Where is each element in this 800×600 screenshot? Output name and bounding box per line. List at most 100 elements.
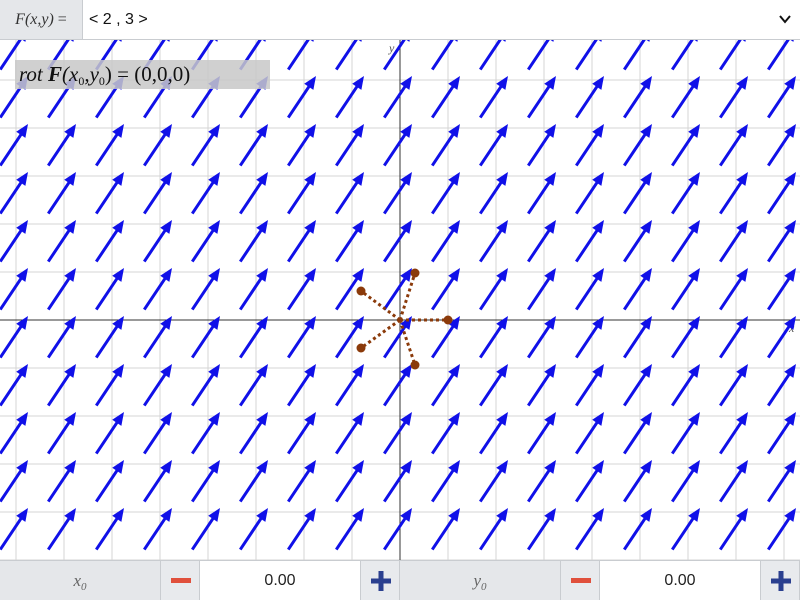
field-arrow: [431, 220, 460, 263]
y0-increment-button[interactable]: [760, 561, 800, 600]
field-arrow: [527, 316, 556, 359]
field-arrow: [431, 508, 460, 551]
probe-point[interactable]: [356, 286, 366, 296]
field-arrow: [767, 364, 796, 407]
field-arrow: [0, 364, 28, 407]
field-arrow: [623, 364, 652, 407]
probe-point[interactable]: [443, 315, 453, 325]
field-arrow: [623, 508, 652, 551]
field-arrow: [527, 76, 556, 119]
x0-increment-button[interactable]: [360, 561, 400, 600]
field-arrow: [719, 172, 748, 215]
field-arrow: [575, 172, 604, 215]
y-axis-label: y: [388, 41, 395, 55]
field-arrow: [287, 460, 316, 503]
field-arrow: [191, 460, 220, 503]
field-arrow: [431, 412, 460, 455]
field-arrow: [287, 220, 316, 263]
field-arrow: [623, 124, 652, 167]
field-arrow: [95, 172, 124, 215]
field-arrow: [383, 508, 412, 551]
field-arrow: [335, 172, 364, 215]
field-arrow: [47, 172, 76, 215]
field-arrow: [287, 412, 316, 455]
point-y-sub: 0: [98, 74, 105, 88]
curl-result: ) = (0,0,0): [104, 62, 191, 86]
field-arrow: [287, 76, 316, 119]
field-arrow: [431, 76, 460, 119]
field-arrow: [47, 412, 76, 455]
field-arrow: [47, 268, 76, 311]
curl-readout: rot F(x0,y0) = (0,0,0): [15, 60, 270, 89]
field-arrow: [383, 124, 412, 167]
field-arrow: [239, 268, 268, 311]
field-arrow: [623, 220, 652, 263]
field-arrow: [719, 316, 748, 359]
point-x: (x: [62, 62, 79, 86]
field-arrow: [527, 220, 556, 263]
y0-label: y0: [400, 561, 560, 600]
field-arrow: [383, 268, 412, 311]
field-arrow: [95, 460, 124, 503]
field-arrow: [575, 220, 604, 263]
function-select-value: < 2 , 3 >: [89, 11, 148, 28]
field-arrow: [719, 412, 748, 455]
field-arrow: [95, 268, 124, 311]
field-arrow: [479, 76, 508, 119]
probe-point[interactable]: [410, 360, 420, 370]
field-arrow: [95, 220, 124, 263]
field-arrow: [671, 316, 700, 359]
field-arrow: [623, 268, 652, 311]
y0-symbol: y: [473, 571, 482, 590]
field-arrow: [191, 220, 220, 263]
field-arrow: [719, 364, 748, 407]
probe-point[interactable]: [410, 268, 420, 278]
field-arrow: [623, 172, 652, 215]
probe-point[interactable]: [356, 343, 366, 353]
x0-label: x0: [0, 561, 160, 600]
field-arrow: [143, 124, 172, 167]
rotation-probe[interactable]: [356, 268, 453, 370]
field-arrow: [527, 364, 556, 407]
field-arrow: [575, 268, 604, 311]
x0-decrement-button[interactable]: [160, 561, 200, 600]
vector-field-plot[interactable]: x y rot F(x0,y0) = (0,0,0): [0, 40, 800, 560]
field-arrow: [767, 412, 796, 455]
chevron-down-icon: [778, 12, 792, 26]
field-arrow: [719, 124, 748, 167]
field-arrow: [479, 508, 508, 551]
field-arrow: [191, 124, 220, 167]
field-arrow: [191, 508, 220, 551]
field-arrow: [767, 76, 796, 119]
field-arrow: [479, 412, 508, 455]
function-args: (x,y): [24, 11, 54, 28]
probe-spoke: [398, 319, 417, 366]
field-arrow: [335, 412, 364, 455]
y0-input[interactable]: 0.00: [600, 561, 760, 600]
function-label: F(x,y) =: [0, 0, 82, 39]
field-arrow: [575, 412, 604, 455]
field-arrow: [527, 460, 556, 503]
field-arrow: [671, 508, 700, 551]
field-arrow: [719, 40, 746, 71]
field-arrow: [767, 460, 796, 503]
field-arrow: [527, 412, 556, 455]
field-arrow: [191, 316, 220, 359]
field-arrow: [671, 460, 700, 503]
field-arrow: [719, 268, 748, 311]
field-arrow: [287, 316, 316, 359]
field-arrow: [239, 508, 268, 551]
y0-decrement-button[interactable]: [560, 561, 600, 600]
field-arrow: [0, 124, 28, 167]
field-symbol: F: [47, 62, 62, 86]
field-arrow: [239, 220, 268, 263]
field-arrow: [95, 364, 124, 407]
x0-input[interactable]: 0.00: [200, 561, 360, 600]
field-arrow: [383, 460, 412, 503]
plot-canvas[interactable]: x y: [0, 40, 800, 560]
function-name: F: [15, 11, 25, 28]
field-arrow: [335, 220, 364, 263]
field-arrow: [479, 460, 508, 503]
function-select[interactable]: < 2 , 3 >: [82, 0, 800, 39]
field-arrow: [143, 412, 172, 455]
